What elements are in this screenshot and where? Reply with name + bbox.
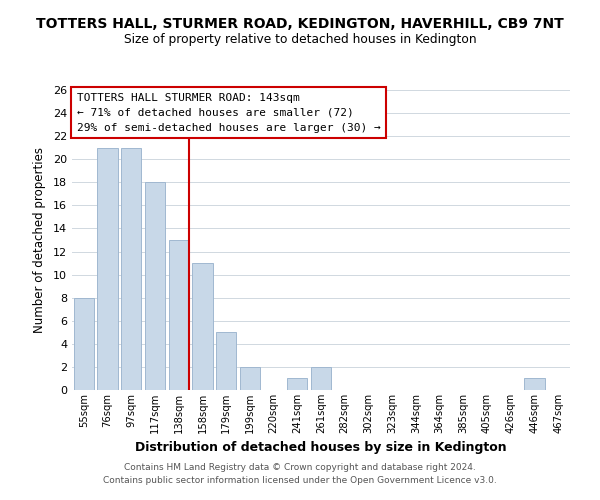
Bar xyxy=(169,240,189,390)
Bar xyxy=(216,332,236,390)
Bar xyxy=(121,148,142,390)
Text: Size of property relative to detached houses in Kedington: Size of property relative to detached ho… xyxy=(124,32,476,46)
Bar xyxy=(193,263,212,390)
Bar xyxy=(311,367,331,390)
Bar xyxy=(74,298,94,390)
Bar xyxy=(97,148,118,390)
Bar xyxy=(287,378,307,390)
Bar xyxy=(145,182,165,390)
Text: TOTTERS HALL STURMER ROAD: 143sqm
← 71% of detached houses are smaller (72)
29% : TOTTERS HALL STURMER ROAD: 143sqm ← 71% … xyxy=(77,93,381,132)
Text: Contains public sector information licensed under the Open Government Licence v3: Contains public sector information licen… xyxy=(103,476,497,485)
Text: TOTTERS HALL, STURMER ROAD, KEDINGTON, HAVERHILL, CB9 7NT: TOTTERS HALL, STURMER ROAD, KEDINGTON, H… xyxy=(36,18,564,32)
Text: Contains HM Land Registry data © Crown copyright and database right 2024.: Contains HM Land Registry data © Crown c… xyxy=(124,464,476,472)
Y-axis label: Number of detached properties: Number of detached properties xyxy=(33,147,46,333)
Bar xyxy=(240,367,260,390)
Bar xyxy=(524,378,545,390)
X-axis label: Distribution of detached houses by size in Kedington: Distribution of detached houses by size … xyxy=(135,442,507,454)
